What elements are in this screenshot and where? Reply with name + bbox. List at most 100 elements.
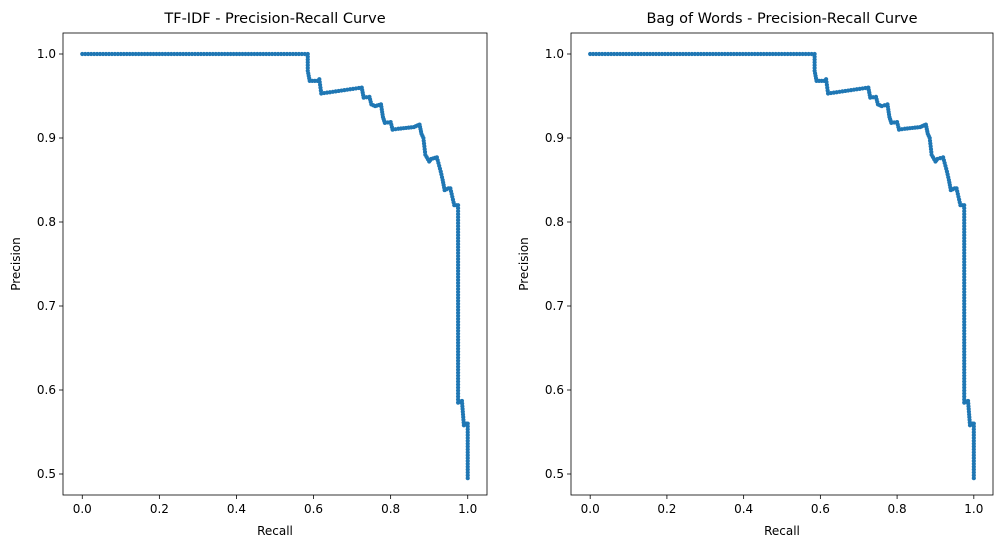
y-tick-label: 0.6 — [37, 383, 56, 397]
data-point — [659, 51, 665, 57]
data-point — [210, 51, 215, 57]
data-point — [148, 51, 153, 57]
data-point — [455, 274, 461, 280]
data-point — [962, 346, 967, 351]
data-point — [455, 298, 461, 304]
data-point — [707, 51, 712, 57]
data-point — [455, 301, 461, 306]
data-point — [683, 51, 689, 57]
data-point — [618, 51, 623, 57]
data-point — [962, 370, 967, 375]
data-point — [609, 51, 614, 57]
y-axis-label: Precision — [517, 237, 531, 291]
plot-area — [80, 51, 470, 481]
data-point — [237, 51, 242, 57]
axes-frame — [570, 32, 994, 496]
chart-title: Bag of Words - Precision-Recall Curve — [646, 11, 917, 27]
data-point — [962, 203, 967, 208]
data-point — [178, 51, 183, 57]
data-point — [455, 367, 461, 372]
y-tick-label: 0.8 — [37, 215, 56, 229]
data-point — [962, 382, 967, 387]
data-point — [455, 289, 461, 295]
data-point — [455, 212, 461, 217]
data-point — [629, 51, 635, 57]
data-point — [465, 476, 470, 481]
data-point — [455, 364, 461, 369]
data-point — [962, 340, 967, 345]
data-point — [641, 51, 647, 57]
data-point — [195, 51, 201, 57]
data-point — [465, 432, 470, 438]
data-point — [758, 51, 763, 57]
data-point — [151, 51, 156, 57]
data-point — [603, 51, 608, 57]
data-point — [962, 277, 967, 283]
data-point — [455, 256, 461, 262]
data-point — [971, 461, 976, 466]
data-point — [962, 238, 967, 244]
chart-bag-of-words: Bag of Words - Precision-Recall Curve Re… — [517, 11, 994, 538]
data-point — [455, 349, 461, 354]
data-point — [962, 376, 967, 381]
data-point — [124, 51, 129, 57]
data-point — [591, 51, 596, 57]
data-point — [278, 51, 284, 57]
data-point — [455, 376, 461, 381]
data-point — [465, 458, 470, 464]
data-point — [746, 51, 751, 57]
data-point — [962, 385, 967, 390]
data-point — [962, 364, 967, 369]
data-point — [962, 355, 967, 360]
data-point — [962, 310, 967, 315]
data-point — [962, 259, 967, 265]
data-point — [971, 435, 976, 441]
data-point — [962, 295, 967, 301]
data-point — [455, 373, 461, 378]
data-point — [142, 51, 147, 57]
data-point — [192, 51, 198, 57]
data-point — [962, 331, 967, 336]
data-point — [962, 394, 967, 399]
data-point — [455, 206, 461, 211]
data-point — [713, 51, 718, 57]
data-point — [216, 51, 221, 57]
x-tick-label: 0.6 — [304, 502, 323, 516]
data-point — [695, 51, 701, 57]
data-point — [455, 265, 461, 271]
data-point — [293, 51, 298, 57]
data-point — [465, 455, 470, 461]
y-tick-label: 0.9 — [37, 131, 56, 145]
data-point — [465, 450, 470, 455]
data-point — [175, 51, 180, 57]
data-point — [465, 470, 470, 475]
data-point — [971, 441, 976, 446]
x-tick-label: 1.0 — [458, 502, 477, 516]
data-point — [650, 51, 656, 57]
x-tick-label: 1.0 — [964, 502, 983, 516]
data-point — [455, 236, 461, 241]
data-point — [803, 51, 808, 57]
data-point — [962, 241, 967, 247]
data-point — [455, 268, 461, 274]
data-point — [962, 292, 967, 298]
data-point — [752, 51, 757, 57]
data-point — [743, 51, 748, 57]
data-point — [455, 221, 461, 226]
data-point — [198, 51, 204, 57]
y-axis-label: Precision — [9, 237, 23, 291]
data-point — [962, 244, 967, 250]
data-point — [240, 51, 245, 57]
data-point — [455, 334, 461, 339]
data-point — [971, 455, 976, 461]
data-point — [465, 427, 470, 432]
data-point — [184, 51, 189, 57]
x-tick-label: 0.4 — [227, 502, 246, 516]
data-point — [971, 430, 976, 435]
data-point — [455, 203, 461, 208]
data-point — [779, 51, 784, 57]
data-point — [962, 343, 967, 348]
data-point — [665, 51, 671, 57]
data-point — [668, 51, 674, 57]
data-point — [455, 337, 461, 342]
